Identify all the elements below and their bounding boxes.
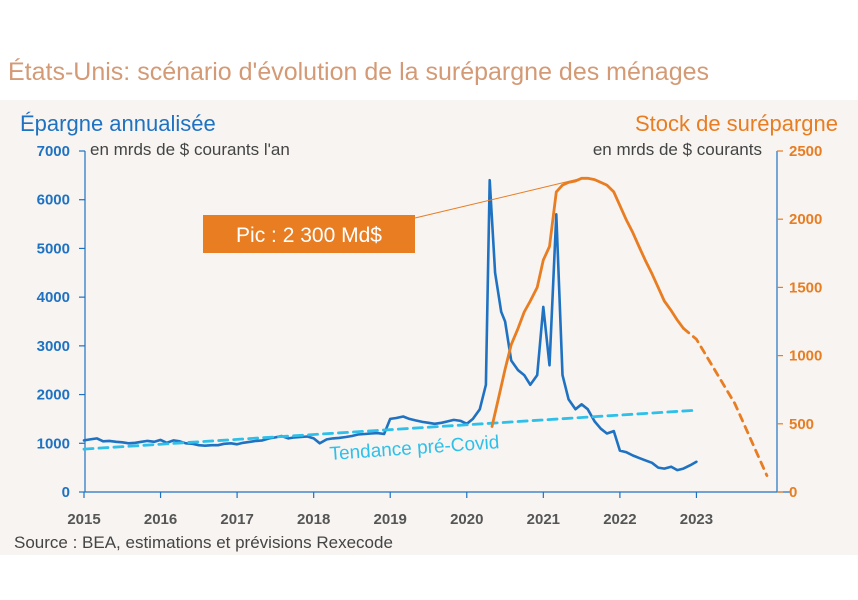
x-tick-label: 2015 — [67, 511, 100, 528]
series-excess-stock — [490, 176, 685, 428]
left-tick-label: 0 — [62, 484, 70, 501]
labels-layer: 0 1000 2000 3000 4000 5000 6000 7000 0 500 1000 150… — [20, 111, 838, 528]
series-layer — [82, 176, 769, 478]
right-tick-label: 2500 — [789, 143, 822, 160]
x-tick-label: 2018 — [297, 511, 330, 528]
right-axis-unit: en mrds de $ courants — [593, 140, 762, 159]
right-tick-label: 1000 — [789, 348, 822, 365]
series-savings — [82, 178, 698, 472]
x-tick-label: 2021 — [527, 511, 560, 528]
x-tick-label: 2019 — [374, 511, 407, 528]
right-axis-title: Stock de surépargne — [635, 111, 838, 136]
series-pre-covid-trend — [82, 408, 698, 451]
right-tick-label: 2000 — [789, 211, 822, 228]
trend-label: Tendance pré-Covid — [329, 432, 500, 465]
page-title: États-Unis: scénario d'évolution de la s… — [8, 58, 710, 86]
left-tick-label: 4000 — [37, 289, 70, 306]
x-tick-label: 2020 — [450, 511, 483, 528]
right-tick-label: 500 — [789, 416, 814, 433]
left-tick-label: 5000 — [37, 240, 70, 257]
peak-callout-text: Pic : 2 300 Md$ — [236, 224, 382, 247]
peak-leader-line — [414, 177, 582, 219]
series-excess-stock-forecast — [682, 326, 769, 478]
left-axis-title: Épargne annualisée — [20, 111, 216, 136]
left-tick-label: 7000 — [37, 143, 70, 160]
x-tick-label: 2017 — [220, 511, 253, 528]
left-tick-label: 2000 — [37, 387, 70, 404]
left-tick-label: 3000 — [37, 338, 70, 355]
chart-panel: 0 1000 2000 3000 4000 5000 6000 7000 0 500 1000 150… — [0, 100, 858, 555]
peak-callout-box — [203, 215, 415, 253]
left-tick-label: 1000 — [37, 435, 70, 452]
x-tick-label: 2022 — [603, 511, 636, 528]
right-tick-label: 0 — [789, 484, 797, 501]
left-axis-unit: en mrds de $ courants l'an — [90, 140, 290, 159]
axes — [79, 150, 790, 498]
chart: 0 1000 2000 3000 4000 5000 6000 7000 0 500 1000 150… — [20, 111, 838, 528]
source-note: Source : BEA, estimations et prévisions … — [14, 533, 393, 552]
right-tick-label: 1500 — [789, 279, 822, 296]
x-tick-label: 2016 — [144, 511, 177, 528]
left-tick-label: 6000 — [37, 192, 70, 209]
x-tick-label: 2023 — [680, 511, 713, 528]
